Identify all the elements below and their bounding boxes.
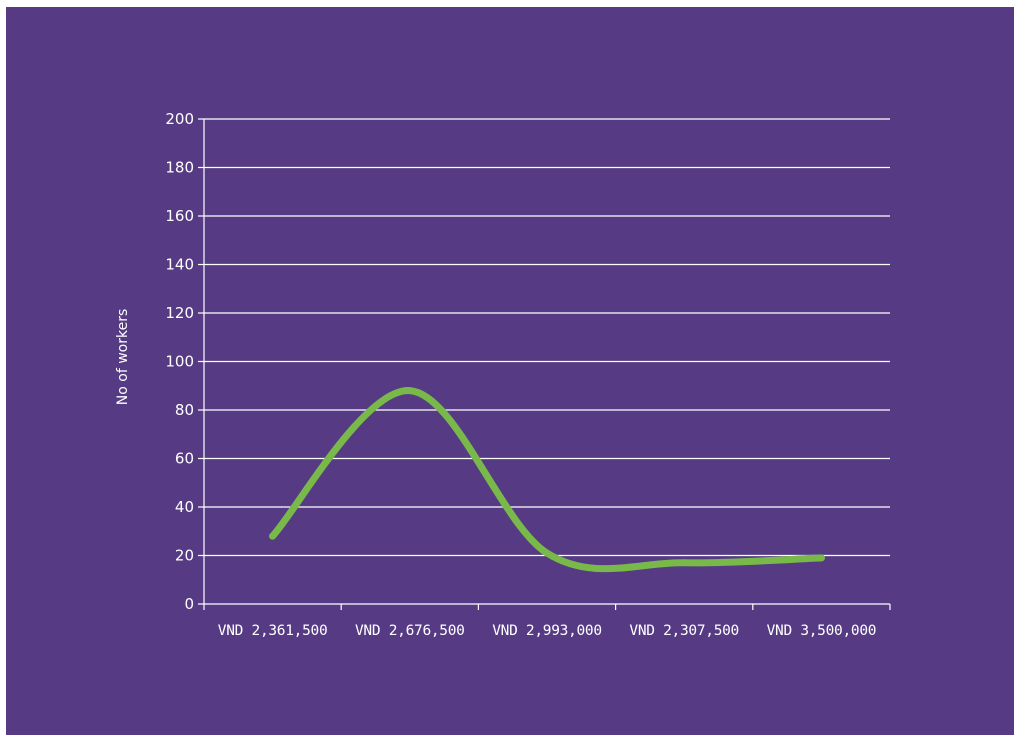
x-tick-label: VND 2,361,500 [218,623,328,639]
series-group [269,387,825,573]
y-tick-label: 140 [165,256,194,274]
data-point [817,554,825,562]
y-tick-label: 120 [165,304,194,322]
x-tick-label: VND 2,993,000 [492,623,602,639]
series-line [269,387,825,573]
axes [198,118,891,610]
y-tick-label: 60 [175,450,194,468]
data-point [680,559,688,567]
x-tick-labels: VND 2,361,500 VND 2,676,500 VND 2,993,000 V… [218,623,877,639]
y-tick-label: 80 [175,401,194,419]
y-tick-label: 160 [165,207,194,225]
data-point [406,387,414,395]
y-tick-label: 0 [184,595,194,613]
x-tick-label: VND 2,307,500 [629,623,739,639]
y-axis-title: No of workers [115,309,131,405]
y-tick-label: 200 [165,110,194,128]
data-point [269,532,277,540]
gridlines [204,118,890,557]
chart-panel [6,7,1014,735]
data-point [543,549,551,557]
y-tick-label: 100 [165,353,194,371]
x-tick-label: VND 2,676,500 [355,623,465,639]
y-tick-label: 40 [175,498,194,516]
y-tick-label: 20 [175,547,194,565]
y-tick-labels: 0 20 40 60 80 100 120 140 160 180 200 [165,110,194,613]
x-tick-label: VND 3,500,000 [767,623,877,639]
y-tick-label: 180 [165,159,194,177]
